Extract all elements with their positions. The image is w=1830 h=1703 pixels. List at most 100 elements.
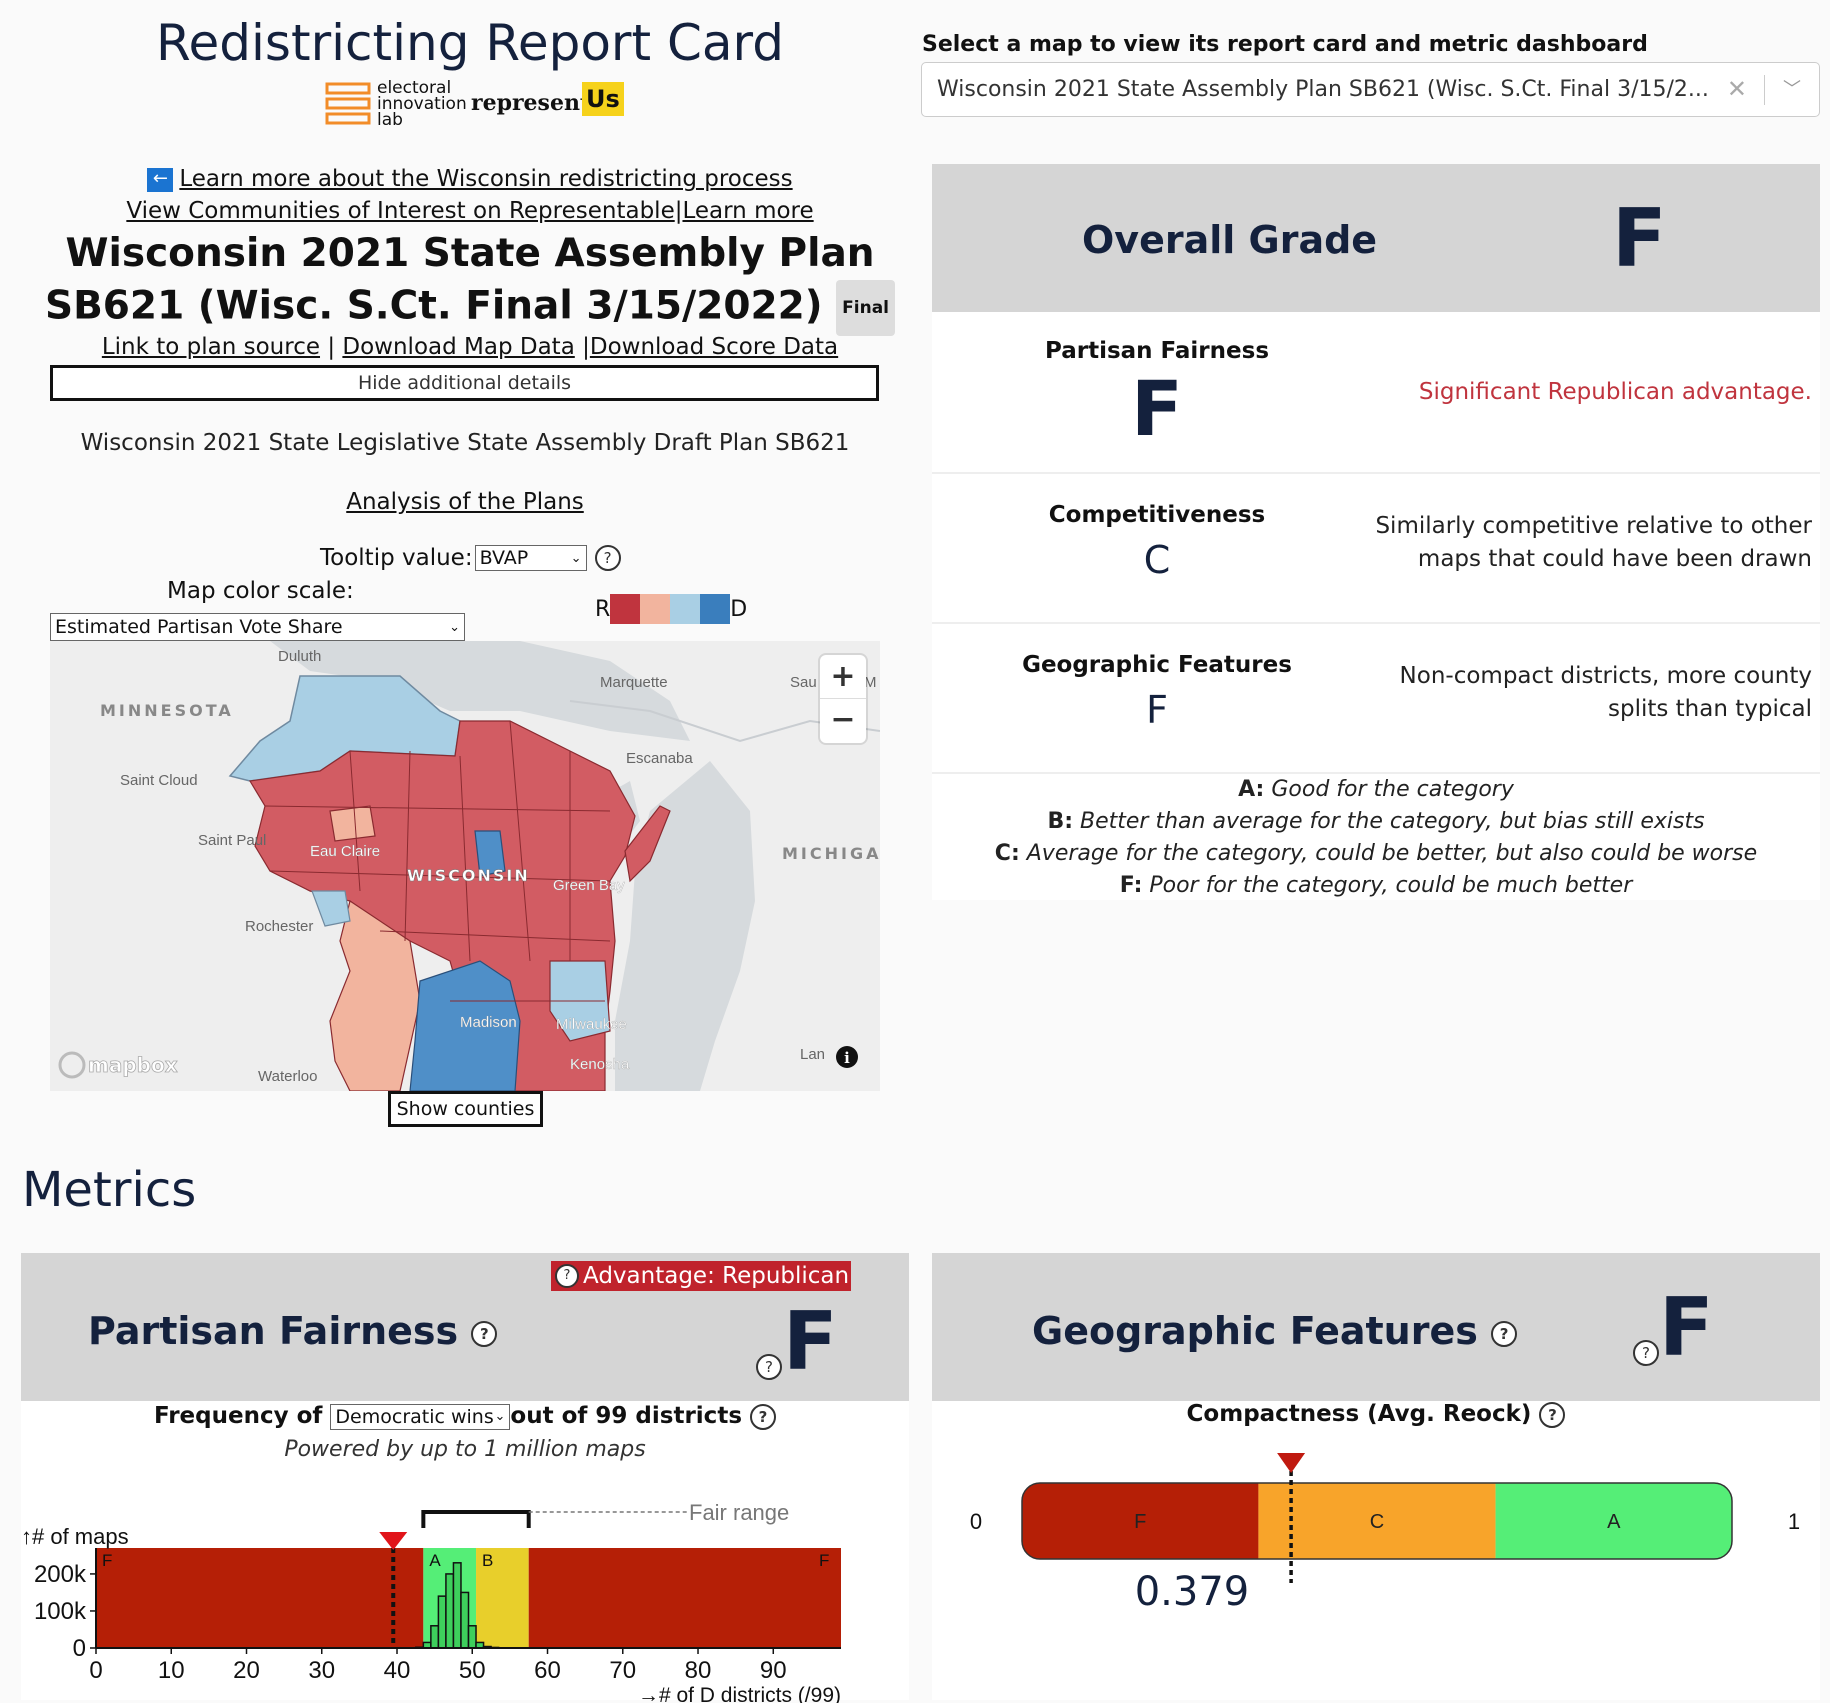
learn-more-link[interactable]: Learn more: [682, 198, 813, 224]
map-label-lan: Lan: [800, 1046, 825, 1063]
tooltip-value-row: Tooltip value: BVAP⌄ ?: [320, 545, 621, 571]
overall-grade-band: Overall Grade F: [932, 164, 1820, 312]
report-row-description: Non-compact districts, more county split…: [1372, 660, 1812, 726]
overall-grade-label: Overall Grade: [1082, 218, 1377, 262]
chevron-down-icon[interactable]: ﹀: [1783, 75, 1801, 101]
link-separator: |: [575, 334, 590, 360]
partisan-fairness-grade: F: [783, 1295, 838, 1388]
map-label-saint-cloud: Saint Cloud: [120, 772, 198, 789]
represent-us-logo-badge: Us: [582, 82, 624, 116]
zone-letter-label: F: [102, 1551, 112, 1570]
x-tick-label: 0: [89, 1657, 102, 1684]
help-icon[interactable]: ?: [756, 1354, 782, 1380]
help-icon[interactable]: ?: [1491, 1321, 1517, 1347]
help-icon[interactable]: ?: [1633, 1340, 1659, 1366]
geographic-features-title: Geographic Features ?: [1032, 1309, 1517, 1353]
compactness-min-label: 0: [970, 1509, 982, 1534]
grade-zone-f: [96, 1548, 423, 1648]
compactness-value: 0.379: [1122, 1569, 1262, 1615]
report-row-partisan-fairness[interactable]: Partisan Fairness F Significant Republic…: [932, 314, 1820, 474]
report-row-grade: C: [932, 538, 1382, 582]
report-row-competitiveness[interactable]: Competitiveness C Similarly competitive …: [932, 474, 1820, 624]
help-icon[interactable]: ?: [555, 1264, 579, 1288]
x-tick-label: 10: [158, 1657, 185, 1684]
histogram-bar: [469, 1626, 477, 1648]
grade-key-item: C: Average for the category, could be be…: [932, 838, 1820, 870]
clear-icon[interactable]: ✕: [1727, 75, 1747, 103]
mapbox-logo-text: mapbox: [88, 1053, 178, 1077]
advantage-text: Advantage: Republican: [583, 1261, 849, 1291]
app-title: Redistricting Report Card: [0, 14, 940, 72]
map-label-rochester: Rochester: [245, 918, 313, 935]
download-score-data-link[interactable]: Download Score Data: [590, 334, 838, 360]
help-icon[interactable]: ?: [471, 1321, 497, 1347]
histogram-bar: [461, 1592, 469, 1648]
hide-details-button[interactable]: Hide additional details: [50, 365, 879, 401]
y-tick-label: 0: [73, 1635, 86, 1662]
source-links-row: Link to plan source | Download Map Data …: [0, 334, 940, 360]
download-map-data-link[interactable]: Download Map Data: [342, 334, 574, 360]
map-label-escanaba: Escanaba: [626, 750, 693, 767]
report-row-description: Significant Republican advantage.: [1372, 376, 1812, 409]
metrics-heading: Metrics: [22, 1162, 196, 1218]
zone-letter-label: B: [482, 1551, 493, 1570]
plan-title: Wisconsin 2021 State Assembly Plan SB621…: [40, 228, 900, 336]
chevron-down-icon: ⌄: [449, 620, 460, 635]
zoom-out-button[interactable]: −: [820, 699, 866, 743]
report-row-geographic-features[interactable]: Geographic Features F Non-compact distri…: [932, 624, 1820, 774]
map-label-minnesota: MINNESOTA: [100, 701, 234, 720]
help-icon[interactable]: ?: [1539, 1402, 1565, 1428]
represent-us-logo-text: represent: [471, 90, 590, 116]
map-color-legend: R D: [595, 594, 747, 624]
color-scale-select[interactable]: Estimated Partisan Vote Share⌄: [50, 613, 465, 641]
geographic-features-band: Geographic Features ? ? F: [932, 1253, 1820, 1401]
y-tick-label: 100k: [34, 1598, 87, 1625]
map-label-eau-claire: Eau Claire: [310, 843, 380, 860]
x-tick-label: 20: [233, 1657, 260, 1684]
process-link[interactable]: Learn more about the Wisconsin redistric…: [179, 166, 792, 192]
report-row-description: Similarly competitive relative to other …: [1372, 510, 1812, 576]
map-label-kenosha: Kenosha: [570, 1056, 630, 1073]
help-icon[interactable]: ?: [750, 1404, 776, 1430]
grade-key-item: B: Better than average for the category,…: [932, 806, 1820, 838]
show-counties-button[interactable]: Show counties: [388, 1091, 543, 1127]
geographic-features-panel: Geographic Features ? ? F Compactness (A…: [932, 1253, 1820, 1700]
process-link-row: ←Learn more about the Wisconsin redistri…: [0, 166, 940, 192]
partner-logos: electoral innovation lab represent Us: [325, 80, 625, 126]
legend-swatch-strong-r: [610, 594, 640, 624]
coi-links-row: View Communities of Interest on Represen…: [0, 198, 940, 224]
x-tick-label: 60: [534, 1657, 561, 1684]
communities-of-interest-link[interactable]: View Communities of Interest on Represen…: [126, 198, 674, 224]
overall-grade-value: F: [1612, 192, 1667, 285]
zoom-in-button[interactable]: +: [820, 655, 866, 699]
fair-range-label: Fair range: [689, 1500, 789, 1525]
map-label-sau: Sau: [790, 674, 817, 691]
legend-swatch-strong-d: [700, 594, 730, 624]
map-canvas[interactable]: Duluth Marquette Sau M Escanaba Saint Cl…: [50, 641, 880, 1091]
zoom-controls: + −: [820, 655, 866, 743]
plan-source-link[interactable]: Link to plan source: [102, 334, 320, 360]
compactness-zone-label: C: [1370, 1511, 1384, 1533]
map-label-michigan: MICHIGAN: [782, 844, 880, 863]
partisan-fairness-panel: ? Advantage: Republican Partisan Fairnes…: [21, 1253, 909, 1700]
frequency-select[interactable]: Democratic wins⌄: [330, 1404, 510, 1430]
district-eau-claire: [330, 806, 375, 841]
grade-key: A: Good for the category B: Better than …: [932, 774, 1820, 902]
help-icon[interactable]: ?: [595, 545, 621, 571]
analysis-link[interactable]: Analysis of the Plans: [346, 489, 584, 515]
x-tick-label: 80: [685, 1657, 712, 1684]
legend-r-label: R: [595, 597, 610, 622]
map-label-saint-paul: Saint Paul: [198, 832, 266, 849]
legend-swatch-lean-r: [640, 594, 670, 624]
map-select-dropdown[interactable]: Wisconsin 2021 State Assembly Plan SB621…: [921, 62, 1820, 117]
district-map[interactable]: Duluth Marquette Sau M Escanaba Saint Cl…: [50, 641, 880, 1091]
histogram-bar: [446, 1574, 454, 1648]
fair-range-bracket: [423, 1512, 528, 1528]
compactness-max-label: 1: [1788, 1509, 1800, 1534]
partisan-fairness-title: Partisan Fairness ?: [88, 1309, 497, 1353]
tooltip-value-select[interactable]: BVAP⌄: [475, 545, 587, 571]
report-row-name: Geographic Features: [932, 652, 1382, 678]
select-divider: [1764, 75, 1765, 105]
